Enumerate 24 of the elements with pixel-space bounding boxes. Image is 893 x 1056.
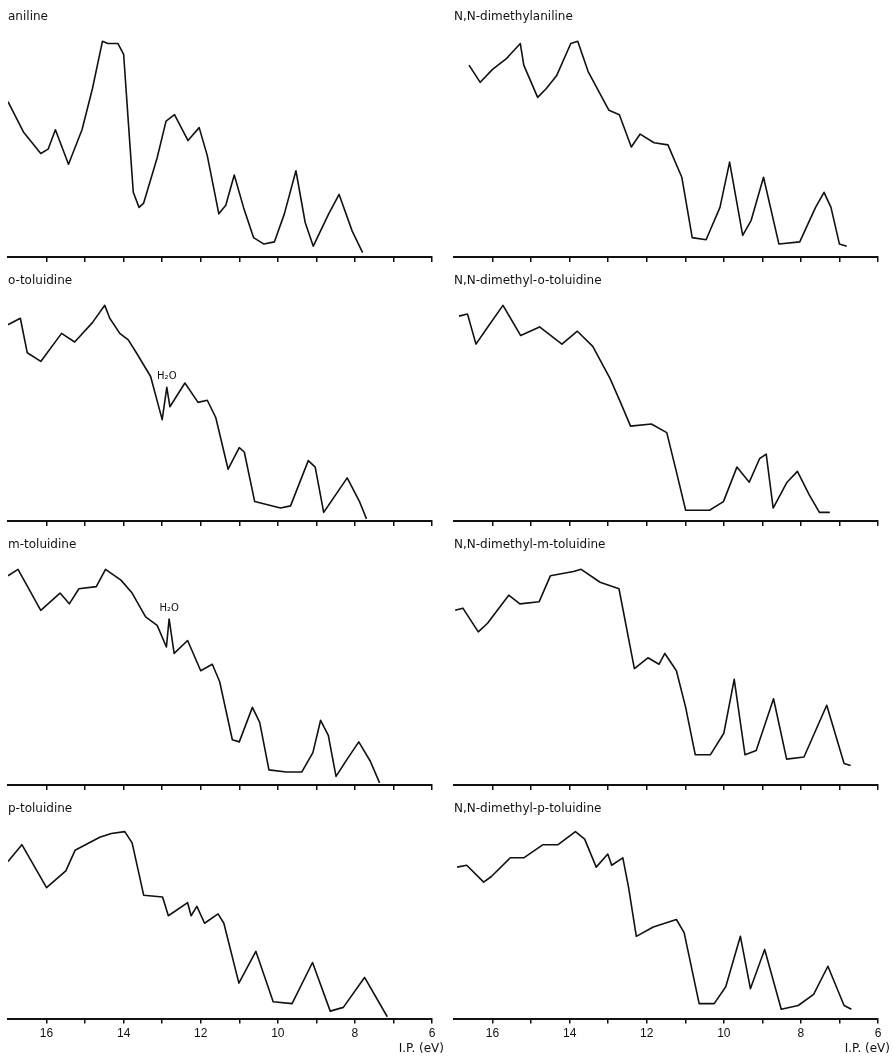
x-tick-label: 16 — [485, 1026, 500, 1041]
x-tick-label: 16 — [39, 1026, 54, 1041]
chart-title: N,N-dimethylaniline — [454, 9, 573, 24]
x-tick-label: 12 — [640, 1026, 654, 1041]
chart-title: aniline — [8, 9, 48, 24]
x-tick-label: 6 — [428, 1026, 436, 1041]
x-tick-label: 8 — [797, 1026, 805, 1041]
chart-title: N,N-dimethyl-o-toluidine — [454, 273, 602, 288]
x-tick-label: 10 — [271, 1026, 285, 1041]
chart-title: N,N-dimethyl-p-toluidine — [454, 801, 602, 816]
chart-title: N,N-dimethyl-m-toluidine — [454, 537, 606, 552]
x-tick-label: 10 — [717, 1026, 731, 1041]
chart-title: p-toluidine — [8, 801, 73, 816]
x-tick-label: 12 — [194, 1026, 208, 1041]
chart-title: m-toluidine — [8, 537, 77, 552]
annotation: H₂O — [159, 601, 179, 613]
x-axis-title: I.P. (eV) — [844, 1041, 890, 1056]
x-tick-label: 6 — [874, 1026, 882, 1041]
x-tick-label: 14 — [116, 1026, 131, 1041]
annotation: H₂O — [157, 369, 177, 381]
x-tick-label: 14 — [562, 1026, 577, 1041]
chart-title: o-toluidine — [8, 273, 73, 288]
x-axis-title: I.P. (eV) — [398, 1041, 444, 1056]
x-tick-label: 8 — [351, 1026, 359, 1041]
